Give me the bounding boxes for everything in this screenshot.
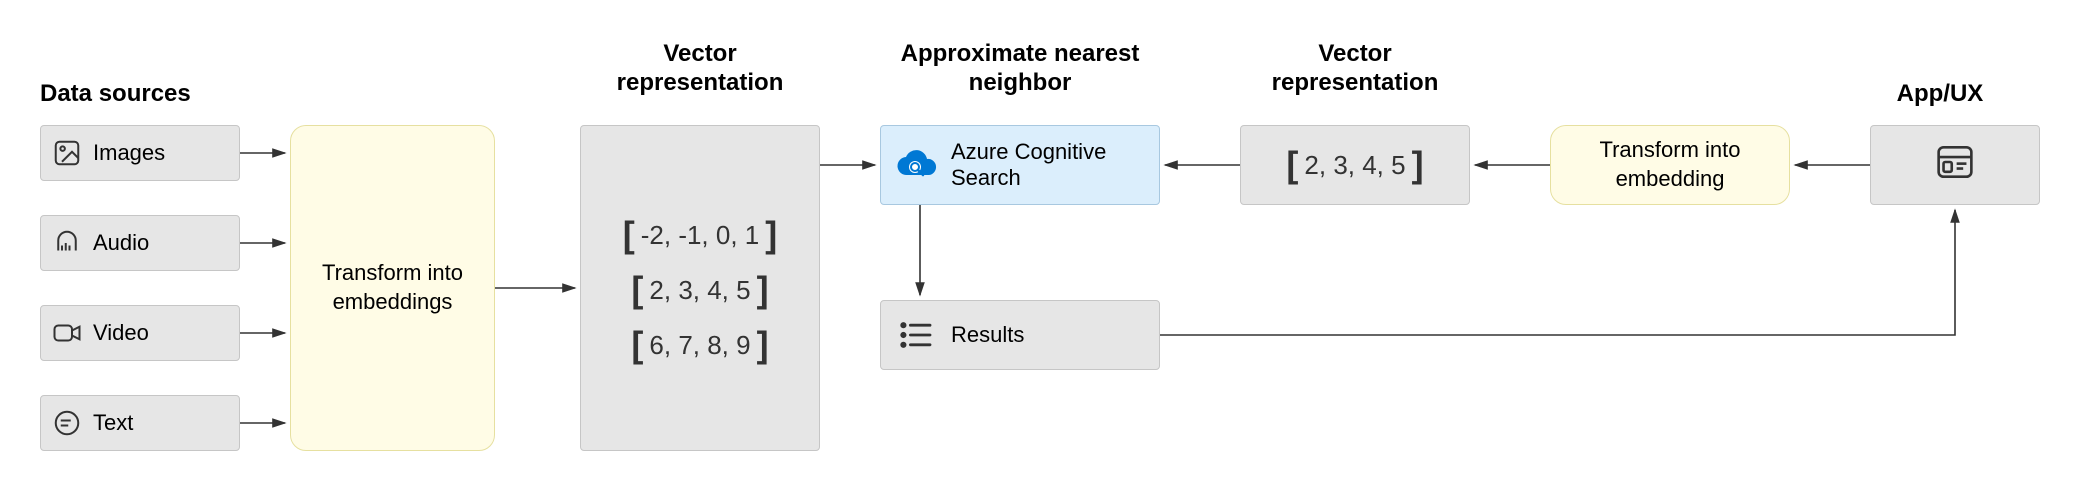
transform-embedding-box: Transform into embedding (1550, 125, 1790, 205)
source-images-label: Images (93, 140, 181, 166)
audio-icon (41, 228, 93, 258)
video-icon (41, 318, 93, 348)
app-ux-box (1870, 125, 2040, 205)
source-video: Video (40, 305, 240, 361)
source-images: Images (40, 125, 240, 181)
vector-row-3: [6, 7, 8, 9] (595, 330, 805, 361)
heading-data-sources: Data sources (40, 80, 191, 109)
source-audio: Audio (40, 215, 240, 271)
vector-rep-right-box: [2, 3, 4, 5] (1240, 125, 1470, 205)
cloud-search-icon (881, 145, 951, 185)
heading-app-ux: App/UX (1870, 80, 2010, 109)
app-window-icon (1935, 144, 1975, 186)
text-icon (41, 408, 93, 438)
source-text: Text (40, 395, 240, 451)
image-icon (41, 138, 93, 168)
transform-embeddings-label: Transform into embeddings (291, 259, 494, 316)
vector-row-2: [2, 3, 4, 5] (595, 275, 805, 306)
azure-search-box: Azure Cognitive Search (880, 125, 1160, 205)
source-video-label: Video (93, 320, 165, 346)
source-audio-label: Audio (93, 230, 165, 256)
results-box: Results (880, 300, 1160, 370)
list-icon (881, 321, 951, 349)
source-text-label: Text (93, 410, 149, 436)
vector-row-1: [-2, -1, 0, 1] (595, 220, 805, 251)
vector-row-2-values: 2, 3, 4, 5 (649, 275, 750, 306)
heading-vector-rep-right: Vector representation (1235, 40, 1475, 98)
transform-embeddings-box: Transform into embeddings (290, 125, 495, 451)
azure-search-label: Azure Cognitive Search (951, 139, 1159, 192)
vector-row-1-values: -2, -1, 0, 1 (641, 220, 760, 251)
transform-embedding-label: Transform into embedding (1551, 136, 1789, 193)
vector-right-row: [2, 3, 4, 5] (1280, 150, 1429, 181)
results-label: Results (951, 322, 1040, 348)
heading-ann: Approximate nearest neighbor (880, 40, 1160, 98)
vector-row-3-values: 6, 7, 8, 9 (649, 330, 750, 361)
vector-right-values: 2, 3, 4, 5 (1304, 150, 1405, 181)
heading-vector-rep-left: Vector representation (580, 40, 820, 98)
